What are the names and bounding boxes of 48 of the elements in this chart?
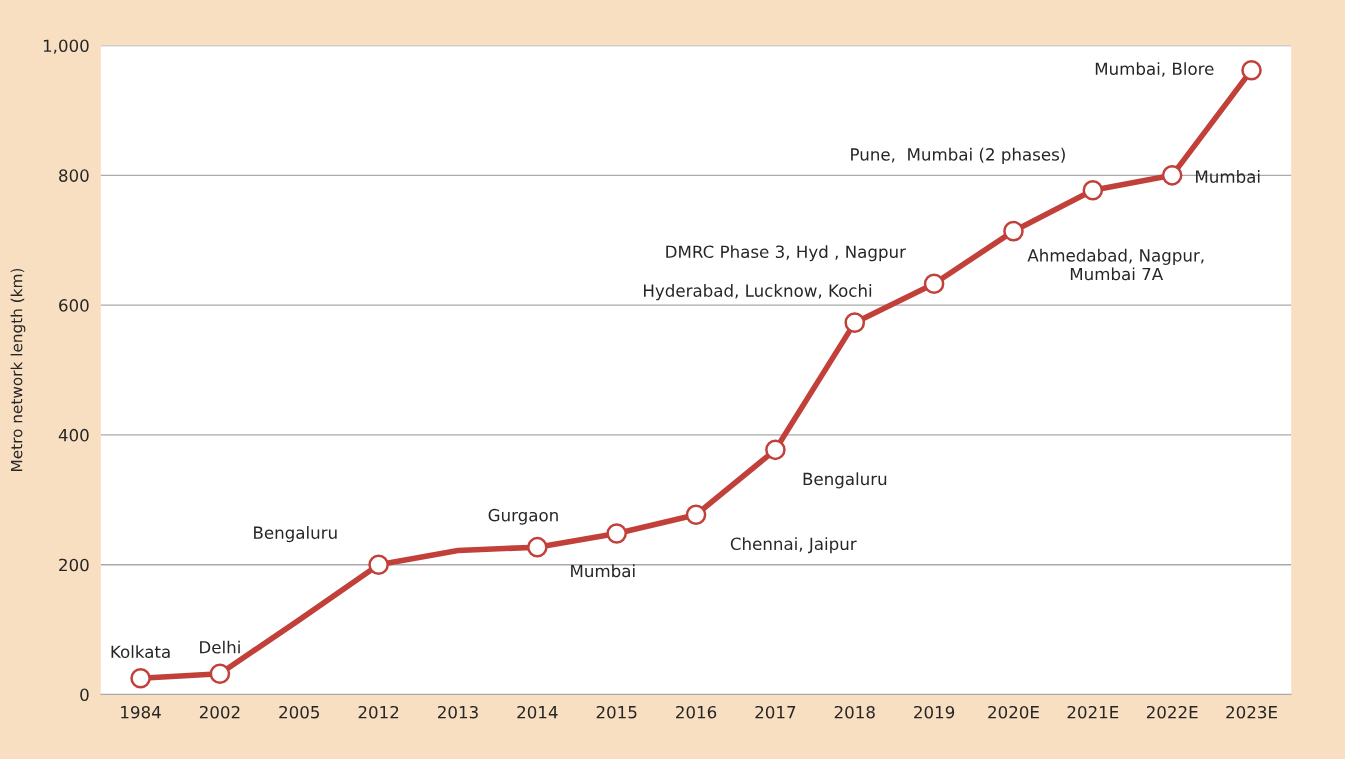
point	[923, 273, 945, 295]
annotation: Chennai, Jaipur	[730, 537, 857, 554]
point	[606, 523, 627, 544]
point	[368, 554, 389, 575]
annotation: Bengaluru	[254, 526, 337, 543]
x-tick-label: 2018	[834, 705, 875, 719]
x-tick-label: 2019	[914, 705, 955, 719]
annotation: Pune, Mumbai (2 phases)	[851, 147, 1065, 164]
annotation: Hyderabad, Lucknow, Kochi	[644, 284, 872, 301]
x-tick-label: 2013	[437, 705, 478, 719]
y-tick-label: 800	[59, 169, 89, 182]
point	[209, 663, 231, 685]
y-axis-title: Metro network length (km)	[10, 268, 26, 471]
point	[765, 439, 786, 461]
x-tick-label: 2016	[676, 705, 717, 719]
x-tick-label: 2005	[279, 705, 320, 719]
x-tick-label: 2021E	[1067, 705, 1119, 719]
point	[130, 667, 151, 689]
y-tick-label: 400	[58, 428, 89, 442]
point	[1082, 179, 1104, 201]
point	[527, 536, 548, 558]
point	[844, 312, 866, 333]
x-tick-label: 2014	[517, 705, 558, 719]
x-tick-label: 2015	[596, 705, 637, 719]
x-tick-label: 2020E	[988, 705, 1039, 719]
x-tick-label: 2002	[199, 705, 240, 719]
point	[685, 504, 707, 526]
y-tick-label: 1,000	[43, 39, 89, 54]
y-tick-label: 600	[59, 299, 89, 312]
point	[1003, 220, 1024, 242]
annotation: Bengaluru	[803, 472, 887, 489]
x-tick-label: 2022E	[1146, 705, 1198, 719]
x-tick-label: 2012	[358, 705, 399, 719]
point	[1241, 59, 1262, 81]
x-tick-label: 2023E	[1226, 705, 1277, 719]
point	[1161, 165, 1183, 186]
annotation: Ahmedabad, Nagpur, Mumbai 7A	[1027, 248, 1204, 281]
x-tick-label: 1984	[121, 705, 161, 719]
annotation: Mumbai, Blore	[1095, 62, 1214, 77]
y-tick-label: 0	[80, 688, 89, 702]
annotation: Kolkata	[111, 645, 170, 659]
x-tick-label: 2017	[755, 705, 796, 719]
y-tick-label: 200	[59, 558, 89, 572]
annotation: DMRC Phase 3, Hyd , Nagpur	[666, 245, 906, 262]
annotation: Delhi	[200, 640, 240, 654]
annotation: Mumbai	[571, 564, 635, 578]
annotation: Mumbai	[1196, 170, 1260, 183]
annotation: Gurgaon	[488, 508, 558, 525]
